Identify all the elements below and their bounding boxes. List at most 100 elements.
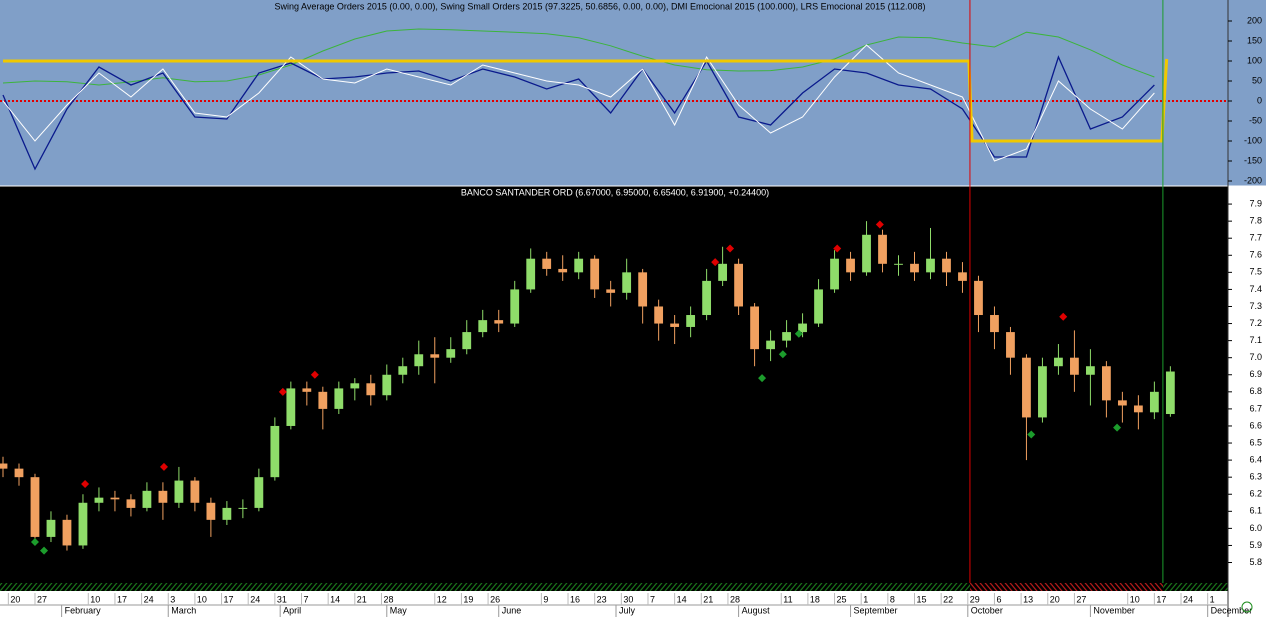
x-tick-label: 6 (996, 594, 1001, 604)
y-tick-label: 6.8 (1249, 386, 1262, 396)
candle-body (1086, 366, 1095, 375)
x-tick-label: 24 (1183, 594, 1193, 604)
x-tick-label: 28 (730, 594, 740, 604)
candle-body (110, 497, 120, 500)
candle-body (798, 323, 807, 333)
y-tick-label: 7.9 (1249, 198, 1262, 208)
y-tick-label: 6.2 (1249, 489, 1262, 499)
y-tick-label: 7.5 (1249, 267, 1262, 277)
signal-diamond (833, 244, 842, 253)
x-tick-label: 27 (37, 594, 47, 604)
x-tick-label: 27 (1076, 594, 1086, 604)
signal-diamond (159, 462, 168, 471)
candle-body (1070, 357, 1079, 375)
x-tick-label: 16 (570, 594, 580, 604)
month-label: July (619, 605, 636, 615)
x-tick-label: 18 (810, 594, 820, 604)
candle-body (30, 477, 40, 537)
indicator-line (2, 28, 1155, 86)
candle-body (1006, 332, 1015, 358)
date-axis-area (0, 591, 1228, 617)
candle-body (510, 289, 520, 324)
signal-diamond (81, 480, 90, 488)
candle-body (558, 268, 568, 273)
candle-body (1165, 371, 1175, 415)
candle-body (158, 490, 168, 503)
candle-body (718, 263, 728, 281)
candle-body (366, 383, 376, 396)
candle-body (1038, 366, 1047, 418)
y-tick-label: -200 (1244, 175, 1262, 185)
y-tick-label: 7.1 (1249, 335, 1262, 345)
candle-body (190, 480, 200, 503)
month-label: June (502, 605, 522, 615)
y-tick-label: 6.5 (1249, 437, 1262, 447)
signal-diamond (875, 220, 884, 229)
y-tick-label: 6.1 (1249, 506, 1262, 516)
candle-body (62, 519, 72, 546)
candle-body (670, 323, 680, 327)
x-tick-label: 13 (1023, 594, 1033, 604)
candle-body (46, 519, 56, 537)
candle-body (94, 497, 104, 503)
signal-diamond (1113, 423, 1122, 432)
signal-diamond (758, 374, 767, 383)
candle-body (334, 388, 344, 409)
signal-diamond (778, 350, 787, 359)
x-tick-label: 3 (170, 594, 175, 604)
y-tick-label: 0 (1257, 95, 1262, 105)
candle-body (926, 258, 935, 273)
candle-body (286, 388, 296, 426)
x-tick-label: 28 (383, 594, 393, 604)
candle-body (78, 502, 88, 546)
candle-body (574, 258, 584, 273)
x-tick-label: 8 (890, 594, 895, 604)
candle-body (126, 499, 136, 508)
y-tick-label: 6.7 (1249, 403, 1262, 413)
candle-body (462, 332, 472, 350)
price-axis-area (1228, 186, 1266, 617)
month-label: September (854, 605, 898, 615)
y-tick-label: 5.8 (1249, 557, 1262, 567)
x-tick-label: 17 (224, 594, 234, 604)
x-tick-label: 14 (677, 594, 687, 604)
candle-body (606, 289, 616, 293)
month-label: November (1093, 605, 1135, 615)
candle-body (350, 383, 360, 389)
x-tick-label: 31 (277, 594, 287, 604)
candle-body (542, 258, 552, 269)
candle-body (478, 320, 488, 333)
candle-body (1102, 366, 1111, 401)
month-label: March (171, 605, 196, 615)
x-tick-label: 17 (1156, 594, 1166, 604)
candle-body (1133, 405, 1143, 413)
candle-body (654, 306, 664, 324)
x-tick-label: 20 (1050, 594, 1060, 604)
x-tick-label: 1 (863, 594, 868, 604)
candle-body (878, 234, 887, 264)
price-title: BANCO SANTANDER ORD (6.67000, 6.95000, 6… (461, 187, 769, 197)
candle-body (494, 320, 504, 324)
indicator-line (2, 55, 1155, 171)
candle-body (1054, 357, 1063, 367)
x-tick-label: 24 (144, 594, 154, 604)
candle-body (910, 263, 919, 273)
indicator-line (2, 44, 1155, 162)
candle-body (238, 507, 248, 509)
y-tick-label: 100 (1247, 55, 1262, 65)
signal-diamond (726, 244, 735, 253)
y-tick-label: 200 (1247, 15, 1262, 25)
x-tick-label: 19 (463, 594, 473, 604)
x-tick-label: 25 (837, 594, 847, 604)
candle-body (958, 272, 967, 281)
x-tick-label: 10 (90, 594, 100, 604)
x-tick-label: 7 (650, 594, 655, 604)
y-tick-label: -50 (1249, 115, 1262, 125)
signal-strip (0, 583, 1228, 591)
y-tick-label: 7.4 (1249, 284, 1262, 294)
y-tick-label: 7.7 (1249, 233, 1262, 243)
x-tick-label: 22 (943, 594, 953, 604)
y-tick-label: 6.6 (1249, 420, 1262, 430)
candle-body (526, 258, 536, 290)
